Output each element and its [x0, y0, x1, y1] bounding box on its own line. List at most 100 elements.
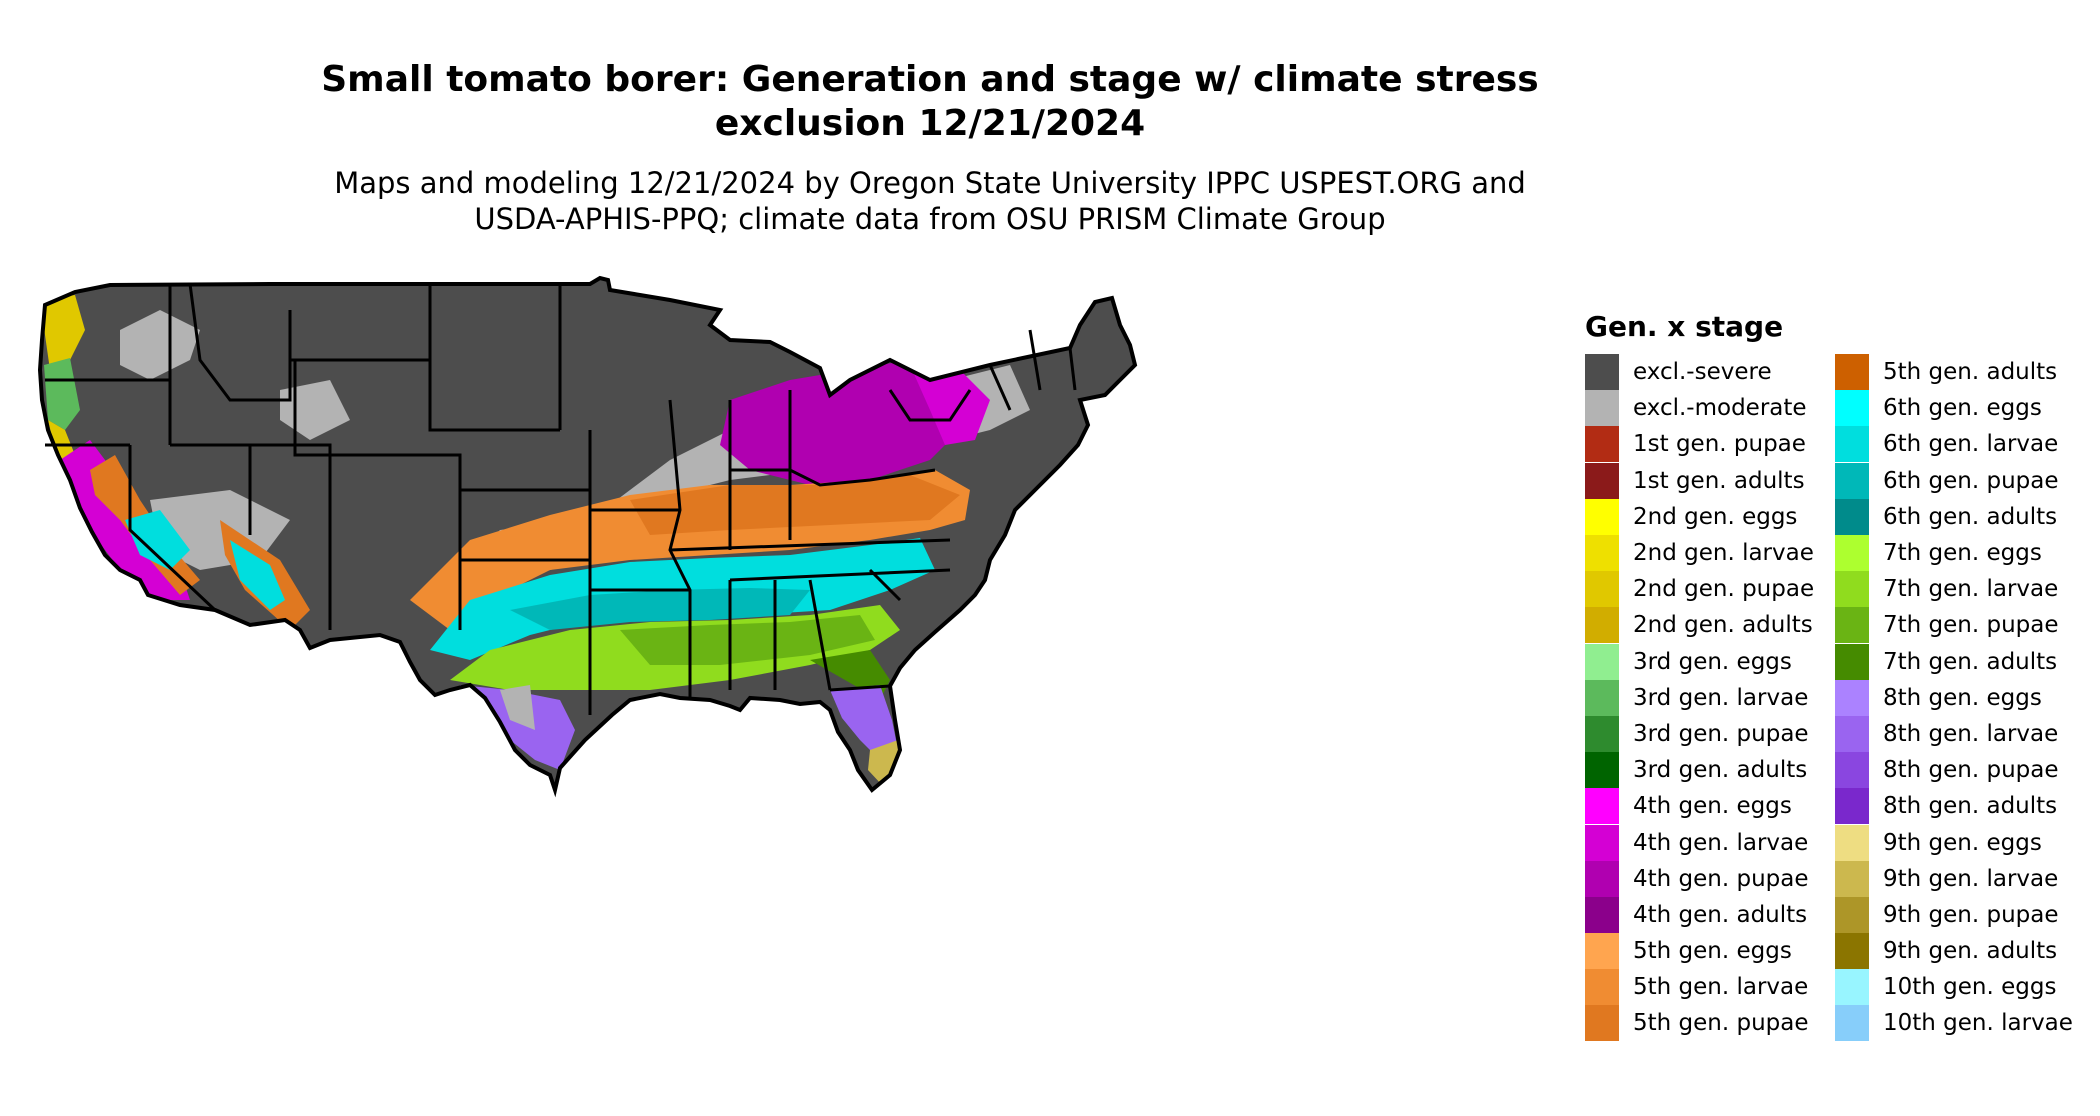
- legend-columns: excl.-severe excl.-moderate 1st gen. pupae…: [1585, 354, 2085, 1042]
- legend-swatch: [1835, 426, 1869, 463]
- legend-label: 1st gen. adults: [1633, 467, 1805, 494]
- legend-item: 8th gen. larvae: [1835, 715, 2085, 752]
- legend-swatch: [1585, 824, 1619, 861]
- legend-swatch: [1835, 462, 1869, 499]
- legend-label: 5th gen. pupae: [1633, 1010, 1809, 1037]
- legend-swatch: [1585, 896, 1619, 933]
- subtitle-line-2: USDA-APHIS-PPQ; climate data from OSU PR…: [474, 202, 1386, 236]
- legend-swatch: [1835, 969, 1869, 1006]
- legend-item: 5th gen. larvae: [1585, 969, 1835, 1006]
- legend-item: excl.-severe: [1585, 354, 1835, 391]
- legend-item: 2nd gen. eggs: [1585, 498, 1835, 535]
- legend-title: Gen. x stage: [1585, 310, 1784, 343]
- legend-item: 3rd gen. pupae: [1585, 715, 1835, 752]
- legend-swatch: [1835, 752, 1869, 789]
- title-line-1: Small tomato borer: Generation and stage…: [321, 59, 1539, 100]
- legend-swatch: [1835, 824, 1869, 861]
- legend-label: 9th gen. larvae: [1883, 865, 2059, 892]
- legend-swatch: [1835, 535, 1869, 572]
- legend-swatch: [1835, 860, 1869, 897]
- legend-item: 8th gen. pupae: [1835, 752, 2085, 789]
- legend-item: 9th gen. larvae: [1835, 860, 2085, 897]
- subtitle-line-1: Maps and modeling 12/21/2024 by Oregon S…: [334, 166, 1526, 200]
- legend-swatch: [1585, 933, 1619, 970]
- legend-label: 5th gen. adults: [1883, 359, 2058, 386]
- legend-label: 5th gen. eggs: [1633, 938, 1792, 965]
- legend-label: 5th gen. larvae: [1633, 974, 1809, 1001]
- legend-swatch: [1835, 715, 1869, 752]
- legend-swatch: [1835, 643, 1869, 680]
- legend-swatch: [1585, 535, 1619, 572]
- legend-label: 4th gen. eggs: [1633, 793, 1792, 820]
- legend-label: 9th gen. adults: [1883, 938, 2058, 965]
- legend-label: 6th gen. pupae: [1883, 467, 2059, 494]
- legend-label: 2nd gen. larvae: [1633, 540, 1814, 567]
- legend-label: 9th gen. eggs: [1883, 829, 2042, 856]
- map-title: Small tomato borer: Generation and stage…: [0, 58, 1860, 146]
- legend-column: 5th gen. adults 6th gen. eggs 6th gen. lar…: [1835, 354, 2085, 1042]
- legend-item: 4th gen. pupae: [1585, 860, 1835, 897]
- legend-swatch: [1585, 969, 1619, 1006]
- legend-swatch: [1835, 1005, 1869, 1042]
- legend-label: 3rd gen. eggs: [1633, 648, 1792, 675]
- legend-swatch: [1585, 715, 1619, 752]
- legend-swatch: [1835, 679, 1869, 716]
- legend-swatch: [1585, 607, 1619, 644]
- legend-label: 1st gen. pupae: [1633, 431, 1806, 458]
- legend-swatch: [1585, 354, 1619, 391]
- legend-label: 6th gen. larvae: [1883, 431, 2059, 458]
- title-line-2: exclusion 12/21/2024: [714, 103, 1146, 144]
- legend-item: 8th gen. eggs: [1835, 679, 2085, 716]
- legend-swatch: [1585, 426, 1619, 463]
- legend-item: 4th gen. eggs: [1585, 788, 1835, 825]
- legend-label: 4th gen. larvae: [1633, 829, 1809, 856]
- legend-swatch: [1835, 498, 1869, 535]
- legend-item: 7th gen. eggs: [1835, 535, 2085, 572]
- legend-label: 8th gen. pupae: [1883, 757, 2059, 784]
- legend-item: 3rd gen. larvae: [1585, 679, 1835, 716]
- legend-item: 6th gen. adults: [1835, 498, 2085, 535]
- legend-item: 3rd gen. eggs: [1585, 643, 1835, 680]
- legend-label: 7th gen. larvae: [1883, 576, 2059, 603]
- legend-swatch: [1835, 607, 1869, 644]
- legend-item: excl.-moderate: [1585, 390, 1835, 427]
- legend-item: 5th gen. pupae: [1585, 1005, 1835, 1042]
- legend-label: 9th gen. pupae: [1883, 901, 2059, 928]
- legend-swatch: [1585, 679, 1619, 716]
- legend-swatch: [1585, 390, 1619, 427]
- legend-item: 9th gen. eggs: [1835, 824, 2085, 861]
- legend-item: 9th gen. pupae: [1835, 896, 2085, 933]
- legend-item: 5th gen. eggs: [1585, 933, 1835, 970]
- legend-label: 4th gen. pupae: [1633, 865, 1809, 892]
- legend-label: 10th gen. larvae: [1883, 1010, 2073, 1037]
- legend-item: 7th gen. pupae: [1835, 607, 2085, 644]
- legend-label: 8th gen. eggs: [1883, 684, 2042, 711]
- legend-swatch: [1585, 643, 1619, 680]
- legend-item: 6th gen. pupae: [1835, 462, 2085, 499]
- legend-swatch: [1585, 1005, 1619, 1042]
- legend-column: excl.-severe excl.-moderate 1st gen. pupae…: [1585, 354, 1835, 1042]
- legend-label: 4th gen. adults: [1633, 901, 1808, 928]
- legend-swatch: [1835, 933, 1869, 970]
- legend-item: 2nd gen. adults: [1585, 607, 1835, 644]
- legend-label: 2nd gen. adults: [1633, 612, 1813, 639]
- legend-label: 3rd gen. larvae: [1633, 684, 1809, 711]
- legend-item: 4th gen. adults: [1585, 896, 1835, 933]
- legend-swatch: [1585, 752, 1619, 789]
- legend-item: 10th gen. eggs: [1835, 969, 2085, 1006]
- legend-label: 2nd gen. eggs: [1633, 503, 1798, 530]
- legend-label: 2nd gen. pupae: [1633, 576, 1815, 603]
- legend-label: 8th gen. adults: [1883, 793, 2058, 820]
- legend-item: 2nd gen. larvae: [1585, 535, 1835, 572]
- legend: Gen. x stage excl.-severe excl.-moderate 1…: [1585, 310, 2085, 1042]
- legend-item: 1st gen. pupae: [1585, 426, 1835, 463]
- legend-label: 6th gen. eggs: [1883, 395, 2042, 422]
- legend-swatch: [1585, 788, 1619, 825]
- legend-label: 7th gen. adults: [1883, 648, 2058, 675]
- legend-label: 7th gen. pupae: [1883, 612, 2059, 639]
- legend-item: 8th gen. adults: [1835, 788, 2085, 825]
- legend-item: 3rd gen. adults: [1585, 752, 1835, 789]
- legend-swatch: [1835, 571, 1869, 608]
- legend-item: 9th gen. adults: [1835, 933, 2085, 970]
- legend-swatch: [1585, 498, 1619, 535]
